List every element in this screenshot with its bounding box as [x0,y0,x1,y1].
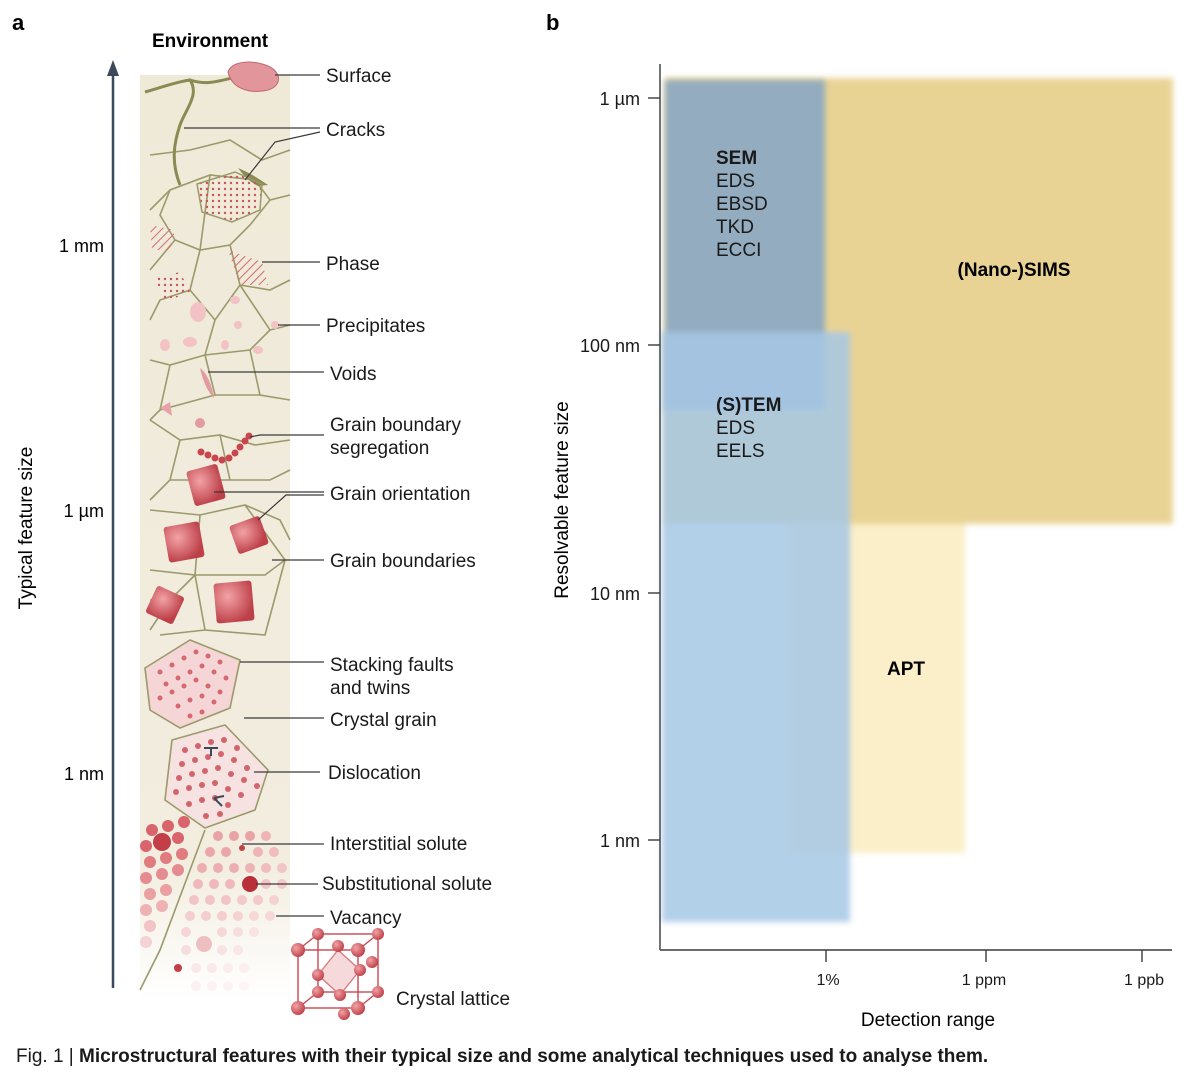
feature-labels: Surface Cracks Phase Precipitates Voids … [322,66,510,1010]
caption-figure-number: Fig. 1 | [16,1046,80,1067]
precipitate-small [195,418,205,428]
lower-atomic-grid [140,816,287,991]
hatched-phase-grain-2 [228,250,268,285]
segregation-atoms [197,432,253,464]
scale-label-mm: 1 mm [59,236,104,256]
dotted-phase-grain-2 [155,272,190,302]
typical-feature-size-label: Typical feature size [16,447,37,610]
sims-name: (Nano-)SIMS [958,260,1071,281]
size-axis-arrow [107,60,119,988]
crack-lines [144,76,233,186]
label-stacking-faults: Stacking faults [330,655,454,676]
scale-label-um: 1 µm [64,501,104,521]
stem-labels: (S)TEM EDS EELS [716,395,781,462]
label-grain-orientation: Grain orientation [330,484,470,505]
figure-caption: Fig. 1 | Microstructural features with t… [16,1046,1186,1068]
panel-a-label: a [12,10,25,35]
label-grain-boundaries: Grain boundaries [330,551,476,572]
panel-b-label: b [546,10,559,35]
sem-labels: SEM EDS EBSD TKD ECCI [716,148,768,261]
label-voids: Voids [330,364,376,385]
stem-name: (S)TEM [716,395,781,416]
plot-axes [648,64,1172,962]
x-tick-percent: 1% [816,972,839,989]
oriented-grain-cubes [146,464,269,624]
resolvable-feature-size-label: Resolvable feature size [552,401,573,599]
crystal-lattice-atoms [291,928,384,1020]
x-tick-labels: 1% 1 ppm 1 ppb [816,972,1164,989]
sem-method-ebsd: EBSD [716,194,768,215]
label-crystal-lattice: Crystal lattice [396,989,510,1010]
label-precipitates: Precipitates [326,316,425,337]
precipitates [160,296,279,354]
panel-a: a Environment Typical feature size 1 mm … [12,10,510,1020]
boundary-precipitate [160,402,172,416]
leader-lines [184,74,324,917]
stacking-fault-grain [144,639,241,729]
y-tick-1nm: 1 nm [600,831,640,851]
label-dislocation: Dislocation [328,763,421,784]
scale-label-nm: 1 nm [64,764,104,784]
dislocation-symbols [204,747,225,807]
stacking-fault-atoms [157,649,229,719]
crystal-lattice-cell [297,933,379,1009]
stem-method-eds: EDS [716,418,755,439]
label-cracks: Cracks [326,120,385,141]
hatched-phase-grain [150,225,175,250]
surface-feature [227,61,279,92]
label-crystal-grain: Crystal grain [330,710,437,731]
y-tick-labels: 1 µm 100 nm 10 nm 1 nm [580,89,640,851]
x-tick-ppm: 1 ppm [962,972,1006,989]
caption-text: Microstructural features with their typi… [79,1046,989,1067]
label-grain-boundary: Grain boundary [330,415,461,436]
environment-title: Environment [152,31,269,52]
label-vacancy: Vacancy [330,908,402,929]
sem-name: SEM [716,148,757,169]
y-tick-100nm: 100 nm [580,336,640,356]
apt-name: APT [887,659,925,680]
sem-method-ecci: ECCI [716,240,761,261]
void-feature [200,368,214,398]
label-segregation: segregation [330,438,429,459]
detection-range-label: Detection range [861,1010,995,1031]
y-tick-1um: 1 µm [600,89,640,109]
stem-region [662,332,850,922]
label-substitutional-solute: Substitutional solute [322,874,492,895]
crack-detail [238,168,268,186]
label-interstitial-solute: Interstitial solute [330,834,467,855]
label-surface: Surface [326,66,391,87]
label-and-twins: and twins [330,678,410,699]
dotted-phase-grain [196,171,263,223]
sem-method-eds: EDS [716,171,755,192]
dislocation-atoms [173,737,260,819]
y-tick-10nm: 10 nm [590,584,640,604]
x-tick-ppb: 1 ppb [1124,972,1164,989]
sem-method-tkd: TKD [716,217,754,238]
panel-b: b 1 µm 100 nm 10 nm 1 nm 1% 1 ppm 1 p [546,10,1173,1031]
label-phase: Phase [326,254,380,275]
stem-method-eels: EELS [716,441,765,462]
